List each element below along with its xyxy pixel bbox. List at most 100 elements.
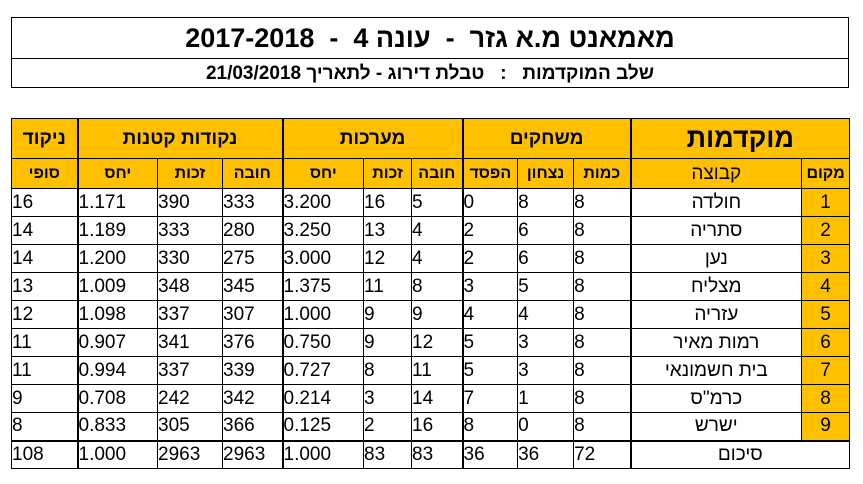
points-lost-cell: 366: [222, 412, 284, 441]
sets-lost-cell: 12: [411, 328, 464, 357]
table-row: 8 כרמ"ס 8 1 7 14 3 0.214 342 242 0.708 9: [11, 384, 851, 413]
lost-cell: 2: [461, 244, 519, 273]
final-score-cell: 12: [11, 300, 78, 329]
points-won-cell: 348: [157, 272, 224, 301]
rank-cell: 8: [801, 384, 851, 413]
sets-ratio-cell: 0.214: [281, 384, 365, 413]
won-cell: 5: [517, 272, 575, 301]
sets-ratio-cell: 3.200: [281, 188, 365, 217]
points-ratio-cell: 1.009: [76, 272, 159, 301]
final-score-cell: 11: [11, 328, 78, 357]
rank-cell: 6: [801, 328, 851, 357]
points-won-cell: 341: [157, 328, 224, 357]
total-sets-won-cell: 83: [363, 439, 413, 469]
points-lost-cell: 376: [222, 328, 284, 357]
sets-ratio-cell: 0.125: [281, 412, 365, 441]
col-points-lost: חובה: [222, 158, 284, 189]
points-won-cell: 305: [157, 412, 224, 441]
team-cell: רמות מאיר: [629, 328, 803, 357]
final-score-cell: 16: [11, 188, 78, 217]
table-row: 6 רמות מאיר 8 3 5 12 9 0.750 376 341 0.907 11: [11, 328, 851, 357]
totals-row: סיכום 72 36 36 83 83 1.000 2963 2963 1.000 108: [11, 439, 851, 469]
points-lost-cell: 280: [222, 216, 284, 245]
group-sets: מערכות: [281, 118, 464, 159]
total-played-cell: 72: [573, 439, 632, 469]
team-cell: ישרש: [629, 412, 803, 441]
sets-lost-cell: 11: [411, 356, 464, 385]
totals-label: סיכום: [629, 439, 851, 469]
col-points-won: זכות: [157, 158, 224, 189]
sets-won-cell: 13: [363, 216, 413, 245]
lost-cell: 8: [461, 412, 519, 441]
table-row: 2 סתריה 8 6 2 4 13 3.250 280 333 1.189 14: [11, 216, 851, 245]
final-score-cell: 9: [11, 384, 78, 413]
page-subtitle: שלב המוקדמות : טבלת דירוג - לתאריך 21/03…: [205, 62, 655, 84]
sets-won-cell: 11: [363, 272, 413, 301]
total-final-score-cell: 108: [11, 439, 78, 469]
played-cell: 8: [573, 300, 632, 329]
won-cell: 1: [517, 384, 575, 413]
points-ratio-cell: 0.708: [76, 384, 159, 413]
sets-won-cell: 3: [363, 384, 413, 413]
total-sets-lost-cell: 83: [411, 439, 464, 469]
team-cell: מצליח: [629, 272, 803, 301]
total-points-won-cell: 2963: [157, 439, 224, 469]
final-score-cell: 11: [11, 356, 78, 385]
won-cell: 6: [517, 244, 575, 273]
points-ratio-cell: 1.189: [76, 216, 159, 245]
rank-cell: 4: [801, 272, 851, 301]
played-cell: 8: [573, 328, 632, 357]
points-won-cell: 242: [157, 384, 224, 413]
sets-won-cell: 8: [363, 356, 413, 385]
final-score-cell: 14: [11, 244, 78, 273]
won-cell: 8: [517, 188, 575, 217]
points-ratio-cell: 0.994: [76, 356, 159, 385]
lost-cell: 4: [461, 300, 519, 329]
played-cell: 8: [573, 356, 632, 385]
sets-lost-cell: 4: [411, 216, 464, 245]
points-ratio-cell: 0.907: [76, 328, 159, 357]
sets-won-cell: 12: [363, 244, 413, 273]
col-team: קבוצה: [629, 158, 803, 189]
lost-cell: 2: [461, 216, 519, 245]
total-points-lost-cell: 2963: [222, 439, 284, 469]
table-body: 1 חולדה 8 8 0 5 16 3.200 333 390 1.171 16 2 סתריה 8 6 2 4…: [11, 188, 851, 469]
points-lost-cell: 333: [222, 188, 284, 217]
played-cell: 8: [573, 412, 632, 441]
points-won-cell: 390: [157, 188, 224, 217]
sets-ratio-cell: 0.727: [281, 356, 365, 385]
table-row: 9 ישרש 8 0 8 16 2 0.125 366 305 0.833 8: [11, 412, 851, 441]
sets-lost-cell: 16: [411, 412, 464, 441]
points-won-cell: 330: [157, 244, 224, 273]
final-score-cell: 8: [11, 412, 78, 441]
sets-lost-cell: 14: [411, 384, 464, 413]
header-row-groups: מוקדמות משחקים מערכות נקודות קטנות ניקוד: [11, 118, 851, 159]
sets-won-cell: 16: [363, 188, 413, 217]
won-cell: 0: [517, 412, 575, 441]
sets-ratio-cell: 3.250: [281, 216, 365, 245]
points-ratio-cell: 1.171: [76, 188, 159, 217]
lost-cell: 5: [461, 328, 519, 357]
lost-cell: 0: [461, 188, 519, 217]
sets-ratio-cell: 3.000: [281, 244, 365, 273]
group-points: נקודות קטנות: [76, 118, 284, 159]
points-lost-cell: 275: [222, 244, 284, 273]
won-cell: 6: [517, 216, 575, 245]
rank-cell: 3: [801, 244, 851, 273]
group-final-score: ניקוד: [11, 118, 78, 159]
col-played: כמות: [573, 158, 632, 189]
points-won-cell: 337: [157, 300, 224, 329]
points-lost-cell: 345: [222, 272, 284, 301]
table-row: 7 בית חשמונאי 8 3 5 11 8 0.727 339 337 0.994 11: [11, 356, 851, 385]
rank-cell: 9: [801, 412, 851, 441]
sets-won-cell: 9: [363, 300, 413, 329]
col-final-score: סופי: [11, 158, 78, 189]
rank-cell: 7: [801, 356, 851, 385]
points-lost-cell: 342: [222, 384, 284, 413]
final-score-cell: 14: [11, 216, 78, 245]
team-cell: עזריה: [629, 300, 803, 329]
col-sets-won: זכות: [363, 158, 413, 189]
rank-cell: 1: [801, 188, 851, 217]
col-won: נצחון: [517, 158, 575, 189]
sets-ratio-cell: 1.375: [281, 272, 365, 301]
